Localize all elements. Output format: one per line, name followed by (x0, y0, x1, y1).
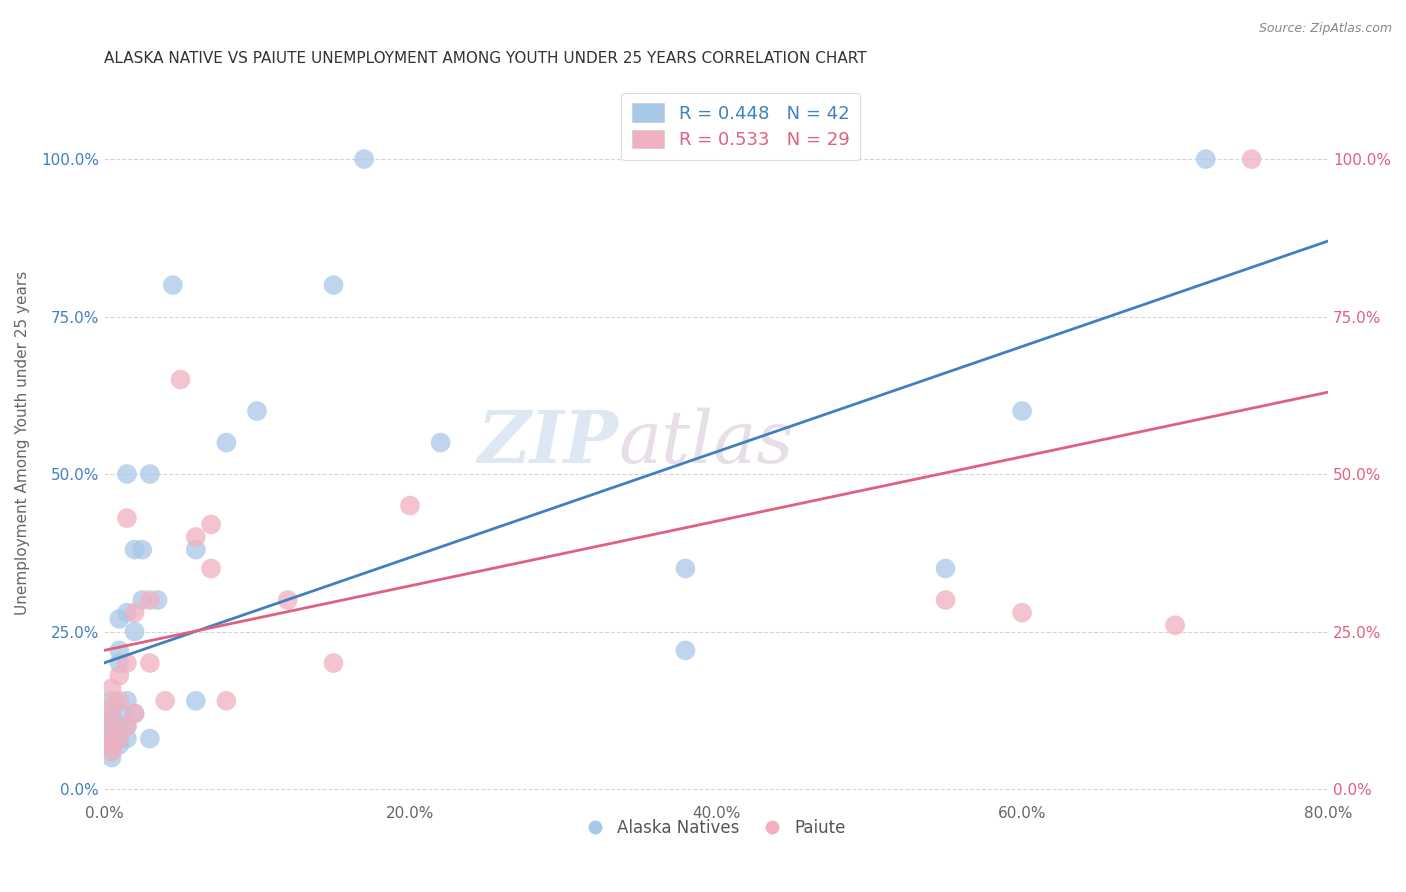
Point (184, 530, 207, 544)
Point (124, 706, 146, 721)
Point (322, 278, 344, 293)
Point (935, 561, 957, 575)
Point (124, 706, 146, 721)
Point (115, 606, 138, 620)
Point (353, 152, 375, 166)
Text: atlas: atlas (619, 408, 793, 478)
Point (124, 606, 146, 620)
Point (108, 694, 131, 708)
Point (108, 719, 131, 733)
Point (115, 511, 138, 525)
Point (100, 700, 122, 714)
Point (200, 517, 222, 532)
Point (100, 731, 122, 746)
Point (108, 731, 131, 746)
Point (100, 744, 122, 758)
Point (108, 612, 131, 626)
Point (429, 435, 451, 450)
Point (124, 624, 146, 639)
Point (100, 738, 122, 752)
Point (935, 593, 957, 607)
Point (100, 750, 122, 764)
Point (1011, 606, 1033, 620)
Y-axis label: Unemployment Among Youth under 25 years: Unemployment Among Youth under 25 years (15, 270, 30, 615)
Point (215, 435, 238, 450)
Point (131, 593, 153, 607)
Legend: Alaska Natives, Paiute: Alaska Natives, Paiute (581, 813, 852, 844)
Point (108, 731, 131, 746)
Point (139, 731, 162, 746)
Point (139, 467, 162, 481)
Point (184, 694, 207, 708)
Point (115, 719, 138, 733)
Point (115, 731, 138, 746)
Point (100, 725, 122, 739)
Point (100, 719, 122, 733)
Point (1240, 152, 1263, 166)
Point (215, 694, 238, 708)
Point (162, 278, 184, 293)
Text: ALASKA NATIVE VS PAIUTE UNEMPLOYMENT AMONG YOUTH UNDER 25 YEARS CORRELATION CHAR: ALASKA NATIVE VS PAIUTE UNEMPLOYMENT AMO… (104, 51, 866, 66)
Point (139, 656, 162, 670)
Point (1195, 152, 1218, 166)
Point (115, 656, 138, 670)
Point (108, 738, 131, 752)
Point (115, 694, 138, 708)
Point (100, 706, 122, 721)
Point (108, 668, 131, 682)
Point (153, 694, 176, 708)
Point (146, 593, 169, 607)
Point (1164, 618, 1187, 632)
Point (115, 467, 138, 481)
Point (675, 561, 697, 575)
Point (100, 744, 122, 758)
Point (277, 593, 299, 607)
Point (100, 694, 122, 708)
Point (139, 593, 162, 607)
Point (108, 643, 131, 657)
Point (399, 499, 422, 513)
Point (100, 725, 122, 739)
Point (100, 738, 122, 752)
Point (111, 706, 134, 721)
Point (200, 561, 222, 575)
Point (108, 656, 131, 670)
Point (131, 542, 153, 557)
Point (124, 542, 146, 557)
Point (169, 373, 191, 387)
Point (675, 643, 697, 657)
Point (115, 719, 138, 733)
Text: ZIP: ZIP (477, 407, 619, 478)
Point (100, 713, 122, 727)
Point (246, 404, 269, 418)
Text: Source: ZipAtlas.com: Source: ZipAtlas.com (1258, 22, 1392, 36)
Point (100, 681, 122, 696)
Point (1011, 404, 1033, 418)
Point (322, 656, 344, 670)
Point (184, 542, 207, 557)
Point (100, 713, 122, 727)
